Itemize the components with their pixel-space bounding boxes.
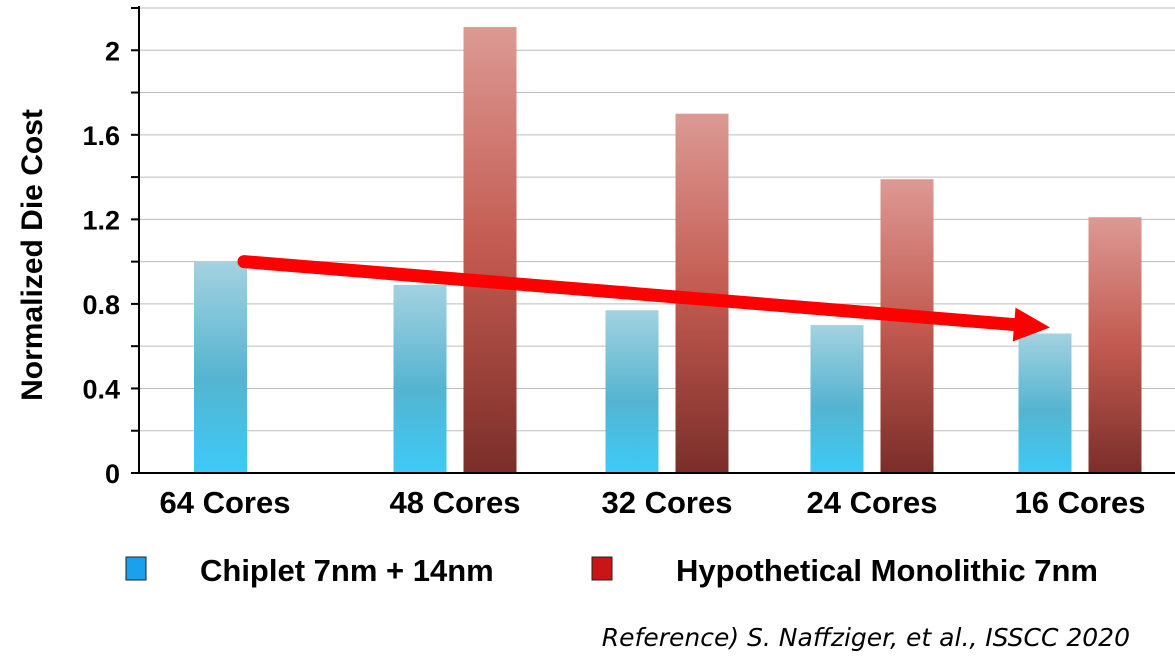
trend-arrow [237,255,1050,342]
y-tick-label: 0.8 [82,290,120,320]
legend: Chiplet 7nm + 14nm Hypothetical Monolithi… [125,553,1098,588]
x-category-label: 64 Cores [160,485,291,520]
legend-swatch [591,556,613,581]
legend-label: Chiplet 7nm + 14nm [200,553,494,588]
y-tick-label: 0.4 [82,374,120,404]
x-category-label: 48 Cores [390,485,521,520]
chiplet-bar-48-cores [393,284,447,473]
y-tick-label: 0 [105,459,120,489]
y-tick-label: 2 [105,36,120,66]
x-category-labels: 64 Cores 48 Cores 32 Cores 24 Cores 16 Cores [160,485,1146,520]
chiplet-bar-64-cores [194,261,247,473]
y-tick-labels: 0 0.4 0.8 1.2 1.6 2 [82,36,120,489]
legend-label: Hypothetical Monolithic 7nm [676,553,1098,588]
y-tick-label: 1.2 [82,205,120,235]
reference-citation: Reference) S. Naffziger, et al., ISSCC 2… [602,623,1130,652]
chiplet-bar-16-cores [1018,333,1072,473]
legend-swatch [125,556,147,581]
x-category-label: 16 Cores [1015,485,1146,520]
trend-arrow-head [1012,307,1050,342]
chiplet-bar-24-cores [810,325,864,473]
y-axis-label: Normalized Die Cost [16,109,49,401]
trend-arrow-shaft [237,255,1021,332]
x-category-label: 32 Cores [602,485,733,520]
chiplet-bar-32-cores [605,310,659,473]
y-tick-label: 1.6 [82,121,120,151]
x-category-label: 24 Cores [807,485,938,520]
monolithic-bar-16-cores [1088,217,1142,473]
gridlines [139,7,1175,432]
bars [194,27,1142,474]
axes [131,6,1175,474]
monolithic-bar-24-cores [880,179,934,474]
monolithic-bar-48-cores [463,27,517,473]
